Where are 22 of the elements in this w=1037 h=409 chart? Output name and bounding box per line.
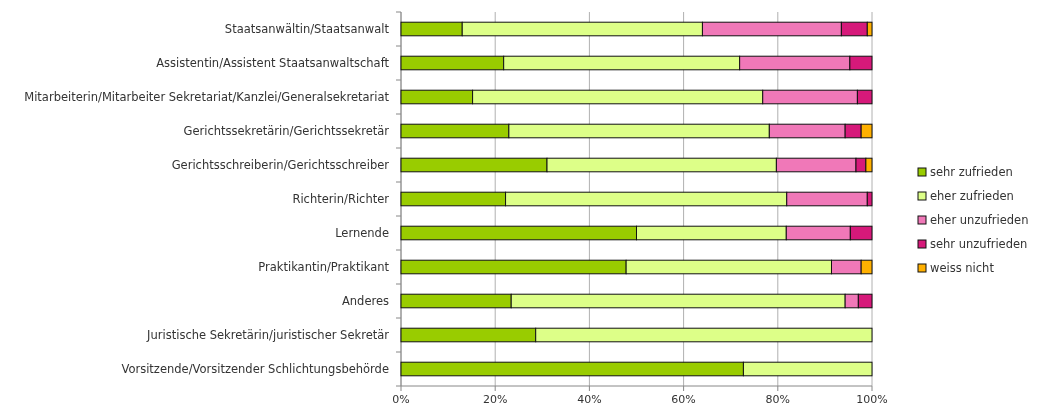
x-tick-label: 60% (671, 393, 696, 406)
legend-label: sehr zufrieden (930, 165, 1013, 180)
y-tick-label: Assistentin/Assistent Staatsanwaltschaft (156, 56, 390, 71)
y-tick-label: Juristische Sekretärin/juristischer Sekretär (146, 328, 390, 343)
y-tick-label: Mitarbeiterin/Mitarbeiter Sekretariat/Kanzlei/Generalsekretariat (24, 90, 390, 105)
legend-label: sehr unzufrieden (930, 237, 1028, 252)
x-tick-label: 100% (856, 393, 888, 406)
legend-label: eher zufrieden (930, 189, 1014, 204)
y-tick-label: Gerichtssekretärin/Gerichtssekretär (183, 124, 390, 139)
x-tick-label: 80% (765, 393, 791, 406)
legend-label: weiss nicht (930, 261, 995, 276)
y-tick-label: Staatsanwältin/Staatsanwalt (224, 22, 390, 37)
x-tick-label: 20% (482, 393, 508, 406)
y-tick-label: Richterin/Richter (292, 192, 390, 207)
y-tick-label: Praktikantin/Praktikant (258, 260, 390, 275)
y-tick-label: Vorsitzende/Vorsitzender Schlichtungsbehörde (121, 362, 389, 377)
x-tick-label: 40% (577, 393, 602, 406)
y-tick-label: Lernende (335, 226, 389, 241)
y-tick-label: Gerichtsschreiberin/Gerichtsschreiber (171, 158, 390, 173)
x-tick-label: 0% (392, 393, 410, 406)
y-tick-label: Anderes (341, 294, 389, 309)
legend-label: eher unzufrieden (930, 213, 1029, 228)
